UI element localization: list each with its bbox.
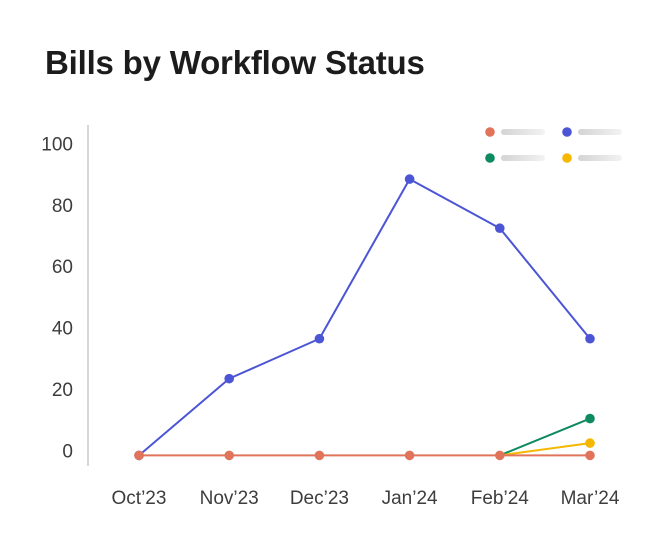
legend-label-placeholder [578, 155, 622, 161]
x-tick-labels: Oct’23 Nov’23 Dec’23 Jan’24 Feb’24 Mar’24 [112, 488, 620, 509]
legend [485, 127, 622, 163]
series-3-point[interactable] [314, 450, 325, 461]
legend-marker [562, 127, 572, 137]
series-3-point[interactable] [585, 450, 595, 461]
legend-item[interactable] [485, 153, 545, 163]
y-tick-label: 20 [52, 380, 73, 401]
y-tick-label: 0 [62, 441, 73, 462]
legend-label-placeholder [501, 155, 545, 161]
series-0-point[interactable] [495, 223, 505, 234]
y-tick-label: 40 [52, 319, 73, 340]
x-tick-label: Dec’23 [290, 488, 349, 509]
x-tick-label: Jan’24 [382, 488, 438, 509]
legend-marker [485, 153, 495, 163]
y-tick-label: 100 [41, 134, 73, 155]
series-0-line [138, 178, 591, 457]
series-0-point[interactable] [314, 333, 325, 344]
legend-marker [485, 127, 495, 137]
series-2-line [499, 442, 591, 457]
x-tick-label: Oct’23 [112, 488, 167, 509]
legend-item[interactable] [562, 153, 622, 163]
y-tick-label: 60 [52, 257, 73, 278]
series-points [134, 174, 595, 461]
legend-item[interactable] [562, 127, 622, 137]
series-lines [138, 178, 591, 457]
legend-item[interactable] [485, 127, 545, 137]
series-0-point[interactable] [404, 174, 415, 184]
x-tick-label: Mar’24 [561, 488, 620, 509]
series-1-point[interactable] [585, 413, 595, 424]
series-0-point[interactable] [585, 333, 595, 344]
series-0-point[interactable] [224, 373, 234, 384]
y-tick-labels: 0 20 40 60 80 100 [41, 134, 73, 462]
x-tick-label: Nov’23 [200, 488, 259, 509]
series-2-point[interactable] [585, 438, 595, 448]
series-3-point[interactable] [224, 450, 234, 461]
series-3-point[interactable] [404, 450, 415, 461]
chart-title: Bills by Workflow Status [45, 44, 425, 81]
y-tick-label: 80 [52, 196, 73, 217]
series-1-line [499, 417, 591, 457]
series-3-point[interactable] [134, 450, 144, 461]
x-tick-label: Feb’24 [471, 488, 530, 509]
legend-label-placeholder [578, 129, 622, 135]
legend-marker [562, 153, 572, 163]
legend-label-placeholder [501, 129, 545, 135]
series-3-point[interactable] [495, 450, 505, 461]
